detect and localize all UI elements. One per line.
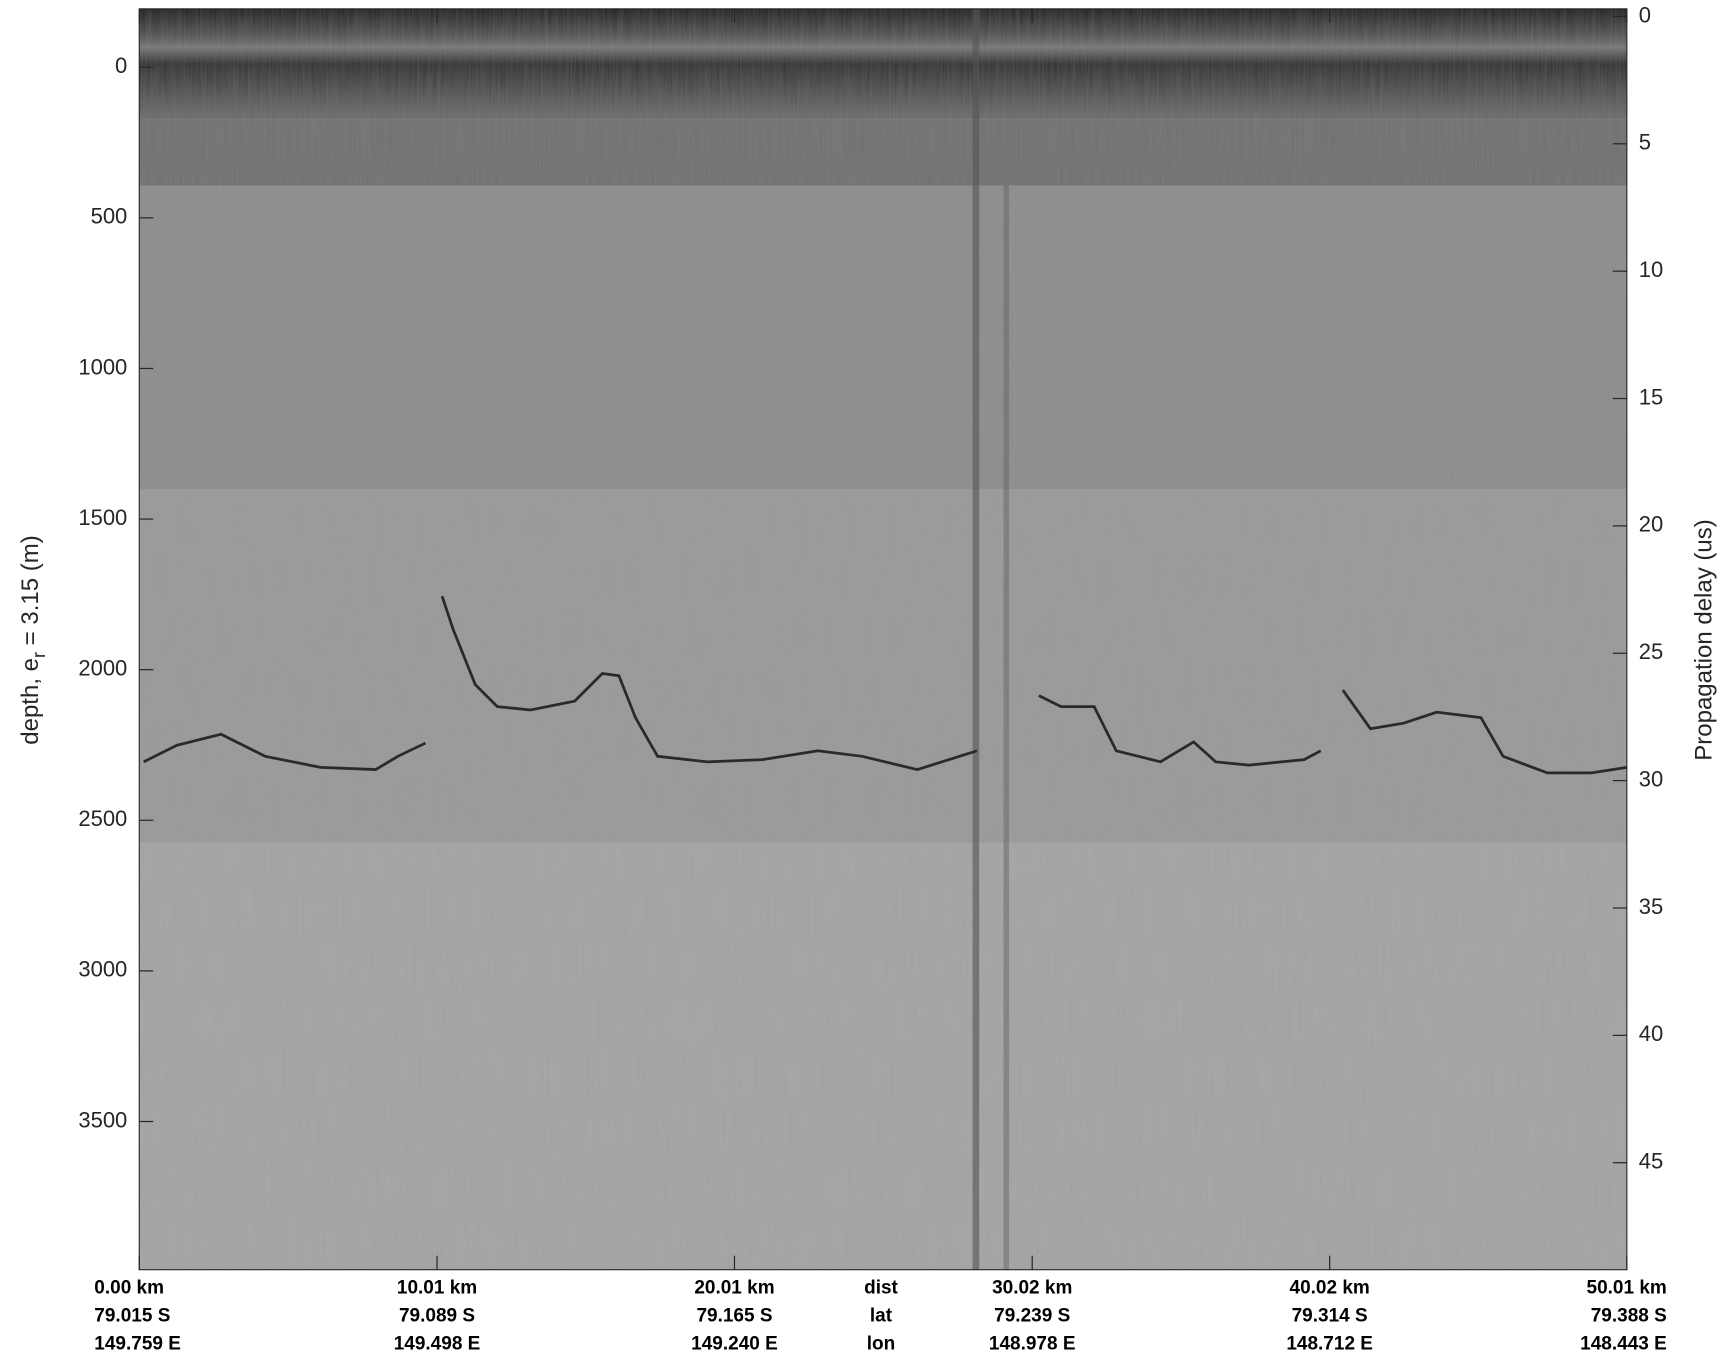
y-tick-label: 2500 <box>78 806 127 831</box>
lat-label: 79.314 S <box>1292 1306 1368 1327</box>
y-tick-label: 500 <box>91 204 128 229</box>
x-tick-label: 30.02 km <box>992 1278 1072 1299</box>
row-name: dist <box>864 1278 898 1299</box>
y2-tick-label: 10 <box>1639 257 1663 282</box>
x-tick-label: 50.01 km <box>1587 1278 1667 1299</box>
y2-tick-label: 20 <box>1639 512 1663 537</box>
lat-label: 79.165 S <box>696 1306 772 1327</box>
y2-tick-label: 40 <box>1639 1021 1663 1046</box>
y-tick-label: 1000 <box>78 354 127 379</box>
lon-label: 149.498 E <box>394 1334 481 1355</box>
lat-label: 79.239 S <box>994 1306 1070 1327</box>
lon-label: 149.759 E <box>94 1334 181 1355</box>
lat-label: 79.388 S <box>1591 1306 1667 1327</box>
lon-label: 148.443 E <box>1580 1334 1667 1355</box>
y2-tick-label: 35 <box>1639 894 1663 919</box>
radargram-image <box>138 8 1628 1271</box>
y-label-text: = 3.15 (m) <box>17 535 44 652</box>
x-tick-label: 0.00 km <box>94 1278 164 1299</box>
x-tick-label: 40.02 km <box>1290 1278 1370 1299</box>
y-tick-label: 2000 <box>78 655 127 680</box>
lat-label: 79.089 S <box>399 1306 475 1327</box>
y-tick-label: 0 <box>115 53 127 78</box>
row-name: lat <box>870 1306 893 1327</box>
lon-label: 148.712 E <box>1286 1334 1373 1355</box>
y2-tick-label: 30 <box>1639 766 1663 791</box>
y-axis-label: depth, er = 3.15 (m) <box>17 535 48 744</box>
y2-tick-label: 5 <box>1639 130 1651 155</box>
y-label-text: depth, e <box>17 658 44 745</box>
y2-tick-label: 45 <box>1639 1149 1663 1174</box>
y2-tick-label: 0 <box>1639 2 1651 27</box>
x-tick-label: 20.01 km <box>694 1278 774 1299</box>
lon-label: 148.978 E <box>989 1334 1076 1355</box>
y-tick-label: 3000 <box>78 957 127 982</box>
row-name: lon <box>867 1334 896 1355</box>
lat-label: 79.015 S <box>94 1306 170 1327</box>
y-tick-label: 1500 <box>78 505 127 530</box>
y-label-subscript: r <box>29 652 49 658</box>
y-tick-label: 3500 <box>78 1107 127 1132</box>
y2-tick-label: 25 <box>1639 639 1663 664</box>
y2-tick-label: 15 <box>1639 384 1663 409</box>
x-tick-label: 10.01 km <box>397 1278 477 1299</box>
lon-label: 149.240 E <box>691 1334 778 1355</box>
y2-axis-label: Propagation delay (us) <box>1690 519 1717 760</box>
